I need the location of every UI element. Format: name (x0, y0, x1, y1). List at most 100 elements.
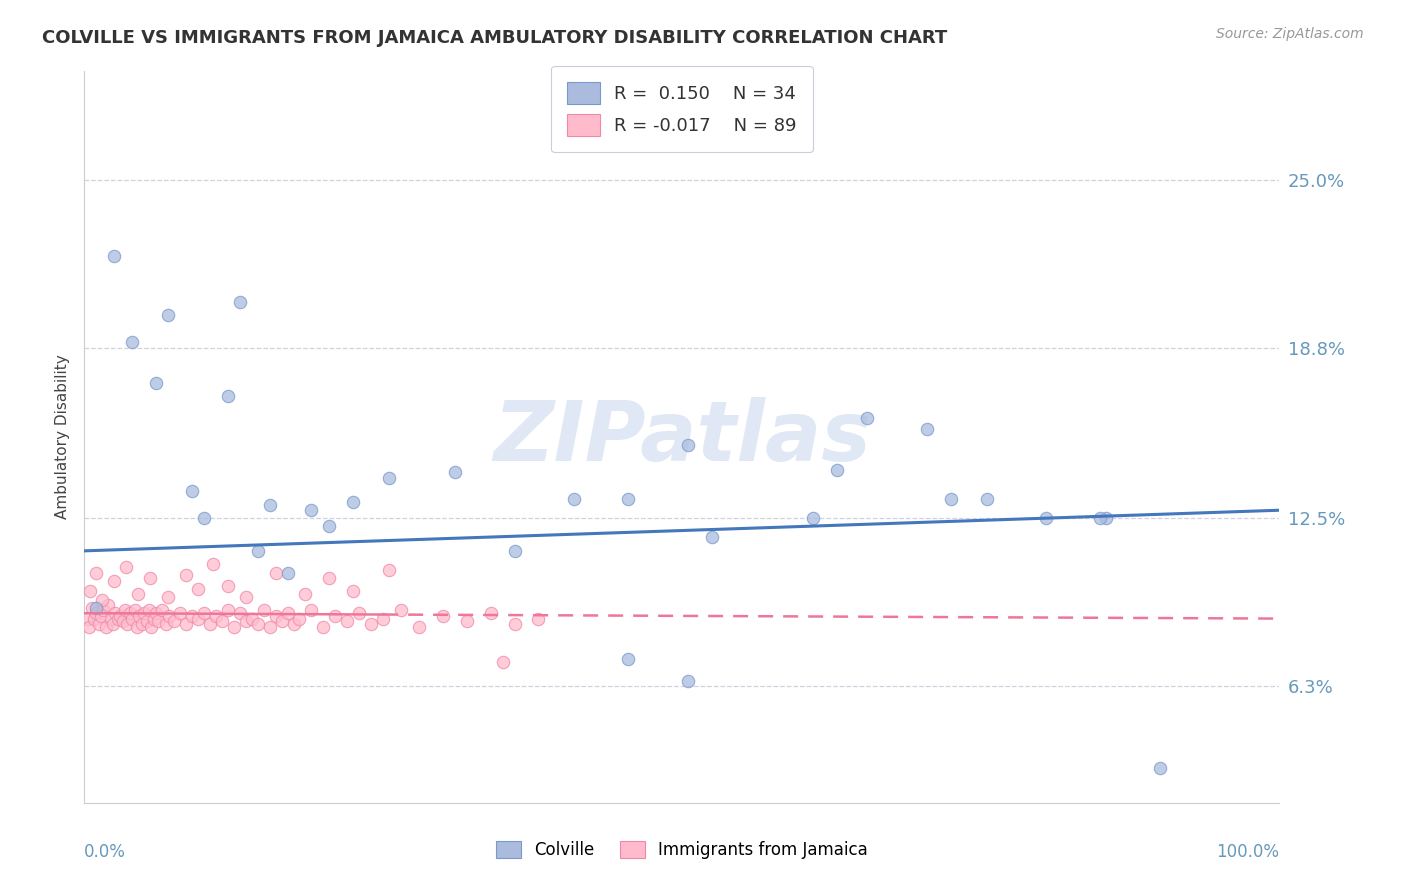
Point (118, 606, 141, 620)
Point (277, 566, 299, 580)
Point (157, 608, 180, 623)
Point (103, 574, 125, 588)
Point (527, 611, 550, 625)
Point (253, 603, 276, 617)
Point (479, 606, 502, 620)
Point (803, 511, 825, 525)
Point (283, 617, 305, 632)
Point (174, 568, 197, 582)
Point (915, 422, 938, 436)
Point (174, 617, 197, 632)
Point (86, 566, 108, 580)
Point (259, 620, 281, 634)
Point (86, 606, 108, 620)
Point (217, 603, 239, 617)
Point (378, 563, 401, 577)
Point (97, 598, 120, 612)
Point (121, 611, 143, 625)
Point (111, 615, 134, 629)
Point (90, 608, 112, 623)
Point (312, 620, 335, 634)
Point (131, 617, 153, 632)
Point (1095, 511, 1118, 525)
Point (503, 617, 526, 632)
Point (318, 571, 340, 585)
Point (198, 617, 221, 632)
Point (939, 492, 962, 507)
Point (246, 617, 269, 632)
Point (617, 492, 640, 507)
Point (169, 606, 191, 620)
Point (103, 249, 125, 263)
Point (235, 615, 257, 629)
Point (676, 673, 699, 688)
Point (1149, 761, 1171, 775)
Point (193, 511, 215, 525)
Text: ZIPatlas: ZIPatlas (494, 397, 870, 477)
Point (80, 600, 103, 615)
Point (294, 587, 316, 601)
Point (91, 592, 114, 607)
Point (107, 611, 129, 625)
Point (229, 606, 252, 620)
Point (432, 608, 454, 623)
Point (217, 579, 239, 593)
Point (83, 611, 105, 625)
Point (127, 587, 149, 601)
Point (132, 606, 156, 620)
Point (101, 617, 124, 632)
Point (139, 571, 162, 585)
Point (217, 389, 239, 403)
Point (125, 620, 148, 634)
Point (856, 411, 879, 425)
Point (145, 606, 167, 620)
Point (222, 620, 245, 634)
Point (229, 294, 252, 309)
Text: 100.0%: 100.0% (1216, 843, 1279, 861)
Point (318, 519, 340, 533)
Point (150, 603, 173, 617)
Point (148, 615, 170, 629)
Point (100, 611, 122, 625)
Y-axis label: Ambulatory Disability: Ambulatory Disability (55, 355, 70, 519)
Point (1090, 511, 1112, 525)
Point (360, 617, 382, 632)
Point (93, 603, 115, 617)
Point (87, 617, 110, 632)
Point (76, 611, 98, 625)
Point (976, 492, 998, 507)
Point (114, 603, 136, 617)
Point (259, 498, 281, 512)
Point (492, 655, 515, 669)
Point (157, 308, 180, 322)
Point (145, 376, 167, 390)
Point (301, 603, 323, 617)
Point (373, 611, 395, 625)
Point (235, 590, 257, 604)
Legend: Colville, Immigrants from Jamaica: Colville, Immigrants from Jamaica (488, 833, 876, 868)
Point (700, 530, 723, 544)
Point (138, 603, 160, 617)
Point (193, 606, 215, 620)
Point (79, 584, 101, 599)
Point (181, 484, 204, 499)
Point (564, 492, 586, 507)
Point (163, 615, 186, 629)
Point (264, 608, 287, 623)
Point (240, 611, 263, 625)
Point (187, 582, 209, 596)
Point (349, 606, 371, 620)
Point (1035, 511, 1057, 525)
Point (142, 611, 165, 625)
Point (277, 606, 299, 620)
Text: COLVILLE VS IMMIGRANTS FROM JAMAICA AMBULATORY DISABILITY CORRELATION CHART: COLVILLE VS IMMIGRANTS FROM JAMAICA AMBU… (42, 29, 948, 47)
Point (342, 495, 364, 509)
Point (211, 615, 233, 629)
Text: 0.0%: 0.0% (84, 843, 127, 861)
Point (115, 560, 138, 574)
Point (288, 611, 311, 625)
Point (408, 620, 430, 634)
Point (503, 544, 526, 558)
Point (187, 611, 209, 625)
Point (617, 652, 640, 666)
